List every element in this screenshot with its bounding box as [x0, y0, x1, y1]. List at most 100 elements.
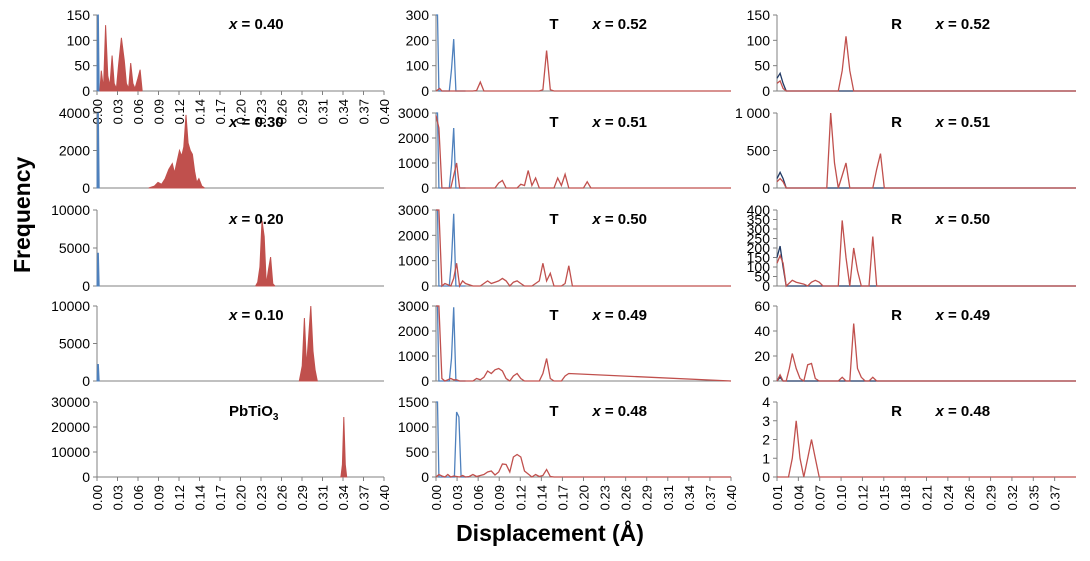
x-tick-label: 0.10 — [834, 485, 849, 510]
series-blue-area — [96, 14, 100, 92]
phase-label: T — [549, 211, 558, 228]
y-tick-label: 3000 — [398, 298, 429, 314]
series-red-line — [435, 115, 731, 189]
panel-c1r3: 0 5000 10000 x = 0.20 — [51, 202, 384, 294]
panel-label: x = 0.52 — [934, 16, 990, 33]
y-tick-label: 50 — [74, 58, 90, 74]
panel-label: x = 0.10 — [228, 307, 284, 324]
y-tick-label: 400 — [747, 202, 771, 218]
y-tick-label: 1500 — [398, 394, 429, 410]
x-tick-label: 0.00 — [90, 99, 105, 124]
series-blue-area — [96, 112, 100, 189]
y-tick-label: 1000 — [398, 155, 429, 171]
x-tick-label: 0.35 — [1026, 485, 1041, 510]
panel-c2r1: 0 100 200 300 T x = 0.52 — [406, 7, 731, 99]
x-tick-label: 0.26 — [962, 485, 977, 510]
y-tick-label: 1 000 — [735, 105, 770, 121]
y-tick-label: 250 — [747, 231, 771, 247]
y-tick-label: 1000 — [398, 419, 429, 435]
panel-c3r4: 0 20 40 60 R x = 0.49 — [754, 298, 1076, 389]
y-tick-label: 3000 — [398, 202, 429, 218]
panel-label: x = 0.49 — [591, 307, 647, 324]
y-tick-label: 40 — [754, 323, 770, 339]
x-tick-label: 0.40 — [724, 485, 739, 510]
x-tick-label: 0.37 — [357, 485, 372, 510]
x-tick-label: 0.12 — [172, 485, 187, 510]
y-tick-label: 60 — [754, 298, 770, 314]
panel-c1r5: 0 10000 20000 30000 PbTiO3 0.00 0.03 0.06 0.09 0.… — [51, 394, 392, 510]
y-tick-label: 2 — [762, 432, 770, 448]
y-tick-label: 0 — [762, 180, 770, 196]
y-tick-label: 500 — [747, 143, 771, 159]
y-tick-label: 5000 — [59, 240, 90, 256]
series-red-line — [776, 36, 1076, 92]
panel-label: x = 0.48 — [591, 403, 647, 420]
x-tick-label: 0.23 — [254, 485, 269, 510]
y-tick-label: 10000 — [51, 444, 90, 460]
series-red-area — [340, 416, 348, 478]
y-tick-label: 10000 — [51, 202, 90, 218]
x-tick-label: 0.37 — [703, 485, 718, 510]
y-tick-label: 500 — [406, 444, 430, 460]
phase-label: R — [891, 307, 902, 324]
series-red-area — [298, 305, 318, 382]
y-tick-label: 0 — [82, 83, 90, 99]
x-tick-label: 0.26 — [275, 485, 290, 510]
y-tick-label: 200 — [747, 240, 771, 256]
panel-label: x = 0.40 — [228, 16, 284, 33]
panel-label: x = 0.51 — [591, 114, 647, 131]
y-tick-label: 0 — [82, 180, 90, 196]
x-tick-label: 0.03 — [111, 485, 126, 510]
panel-c2r5: 0 500 1000 1500 T x = 0.48 0.00 0.03 0.06 0.09 0.1… — [398, 394, 739, 510]
x-tick-label: 0.20 — [577, 485, 592, 510]
y-tick-label: 3000 — [398, 105, 429, 121]
panel-label: x = 0.52 — [591, 16, 647, 33]
series-navy-line — [776, 170, 1076, 189]
x-tick-label: 0.12 — [513, 485, 528, 510]
x-tick-label: 0.06 — [131, 485, 146, 510]
x-tick-label: 0.40 — [377, 485, 392, 510]
y-tick-label: 0 — [421, 278, 429, 294]
series-red-line — [776, 323, 1076, 383]
x-tick-label: 0.21 — [920, 485, 935, 510]
y-tick-label: 350 — [747, 212, 771, 228]
y-tick-label: 2000 — [398, 130, 429, 146]
series-red-line — [776, 112, 1076, 189]
panel-label: x = 0.48 — [934, 403, 990, 420]
y-tick-label: 100 — [747, 259, 771, 275]
y-tick-label: 100 — [747, 32, 771, 48]
y-tick-label: 1 — [762, 450, 770, 466]
y-tick-label: 0 — [421, 373, 429, 389]
series-red-line — [776, 220, 1076, 288]
x-tick-label: 0.14 — [534, 485, 549, 510]
series-blue-area — [96, 364, 100, 382]
y-tick-label: 0 — [82, 469, 90, 485]
y-tick-label: 0 — [421, 180, 429, 196]
y-tick-label: 0 — [762, 83, 770, 99]
x-axis-title: Displacement (Å) — [456, 520, 644, 546]
panel-label: x = 0.50 — [591, 211, 647, 228]
x-tick-label: 0.14 — [193, 485, 208, 510]
y-tick-label: 30000 — [51, 394, 90, 410]
series-navy-line — [776, 245, 1076, 287]
panel-c1r2: 0 2000 4000 x = 0.30 — [59, 105, 384, 196]
y-tick-label: 20000 — [51, 419, 90, 435]
x-tick-label: 0.31 — [316, 99, 331, 124]
y-tick-label: 20 — [754, 348, 770, 364]
x-tick-label: 0.26 — [275, 99, 290, 124]
x-tick-label: 0.34 — [336, 99, 351, 124]
y-tick-label: 100 — [67, 32, 91, 48]
panel-label: x = 0.20 — [228, 211, 284, 228]
series-blue-line — [436, 401, 470, 478]
series-blue-area — [96, 252, 100, 287]
y-tick-label: 1000 — [398, 348, 429, 364]
x-tick-label: 0.09 — [152, 99, 167, 124]
series-red-line — [436, 209, 731, 288]
y-tick-label: 0 — [762, 469, 770, 485]
panel-label: PbTiO3 — [229, 403, 279, 423]
x-tick-label: 0.18 — [898, 485, 913, 510]
y-tick-label: 50 — [754, 269, 770, 285]
panel-c3r2: 0 500 1 000 R x = 0.51 — [735, 105, 1076, 196]
